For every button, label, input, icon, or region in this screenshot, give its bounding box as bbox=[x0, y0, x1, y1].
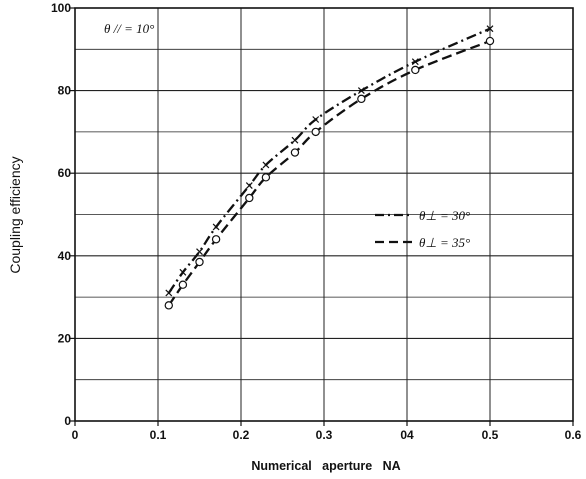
legend-label-theta-perp-30: θ⊥ = 30° bbox=[419, 208, 470, 223]
data-point-circle bbox=[178, 280, 188, 289]
legend: θ⊥ = 30° θ⊥ = 35° bbox=[375, 208, 470, 250]
data-point-cross bbox=[486, 25, 494, 33]
x-tick-label: 0.6 bbox=[565, 428, 582, 442]
data-point-cross bbox=[245, 182, 253, 190]
x-tick-label: 0 bbox=[72, 428, 79, 442]
y-axis-ticks: 0 20 40 60 80 100 bbox=[51, 1, 75, 428]
x-axis-ticks: 0 0.1 0.2 0.3 04 0.5 0.6 bbox=[72, 421, 582, 442]
series-line-theta-perp-30 bbox=[167, 27, 491, 294]
x-tick-label: 0.1 bbox=[150, 428, 167, 442]
y-tick-label: 20 bbox=[58, 331, 72, 345]
data-point-cross bbox=[262, 161, 270, 169]
y-tick-label: 40 bbox=[58, 249, 72, 263]
y-tick-label: 100 bbox=[51, 1, 71, 15]
theta-parallel-annotation: θ // = 10° bbox=[104, 21, 154, 36]
data-point-cross bbox=[357, 87, 365, 95]
data-point-circle bbox=[485, 36, 495, 46]
series-layer bbox=[164, 25, 495, 310]
data-point-circle bbox=[261, 173, 271, 182]
y-tick-label: 0 bbox=[64, 414, 71, 428]
x-tick-label: 0.3 bbox=[316, 428, 333, 442]
series-line-theta-perp-35 bbox=[167, 39, 491, 307]
grid bbox=[75, 8, 573, 421]
data-point-circle bbox=[290, 148, 300, 157]
data-point-circle bbox=[411, 65, 420, 75]
data-point-circle bbox=[311, 127, 320, 137]
data-point-circle bbox=[195, 257, 204, 267]
data-point-circle bbox=[357, 94, 366, 104]
y-axis-title: Coupling efficiency bbox=[7, 156, 23, 273]
y-tick-label: 80 bbox=[58, 84, 72, 98]
x-tick-label: 0.2 bbox=[233, 428, 250, 442]
data-point-circle bbox=[164, 301, 173, 310]
data-point-cross bbox=[212, 223, 220, 231]
data-point-cross bbox=[179, 268, 187, 276]
data-point-cross bbox=[312, 116, 320, 123]
data-point-cross bbox=[196, 248, 203, 256]
data-point-circle bbox=[245, 193, 254, 203]
data-point-cross bbox=[165, 289, 173, 297]
data-point-cross bbox=[291, 136, 299, 144]
legend-label-theta-perp-35: θ⊥ = 35° bbox=[419, 235, 470, 250]
data-point-circle bbox=[211, 235, 221, 244]
x-tick-label: 04 bbox=[400, 428, 414, 442]
x-axis-title: Numerical aperture NA bbox=[251, 459, 400, 473]
data-point-cross bbox=[411, 58, 419, 66]
y-tick-label: 60 bbox=[58, 166, 72, 180]
x-tick-label: 0.5 bbox=[482, 428, 499, 442]
